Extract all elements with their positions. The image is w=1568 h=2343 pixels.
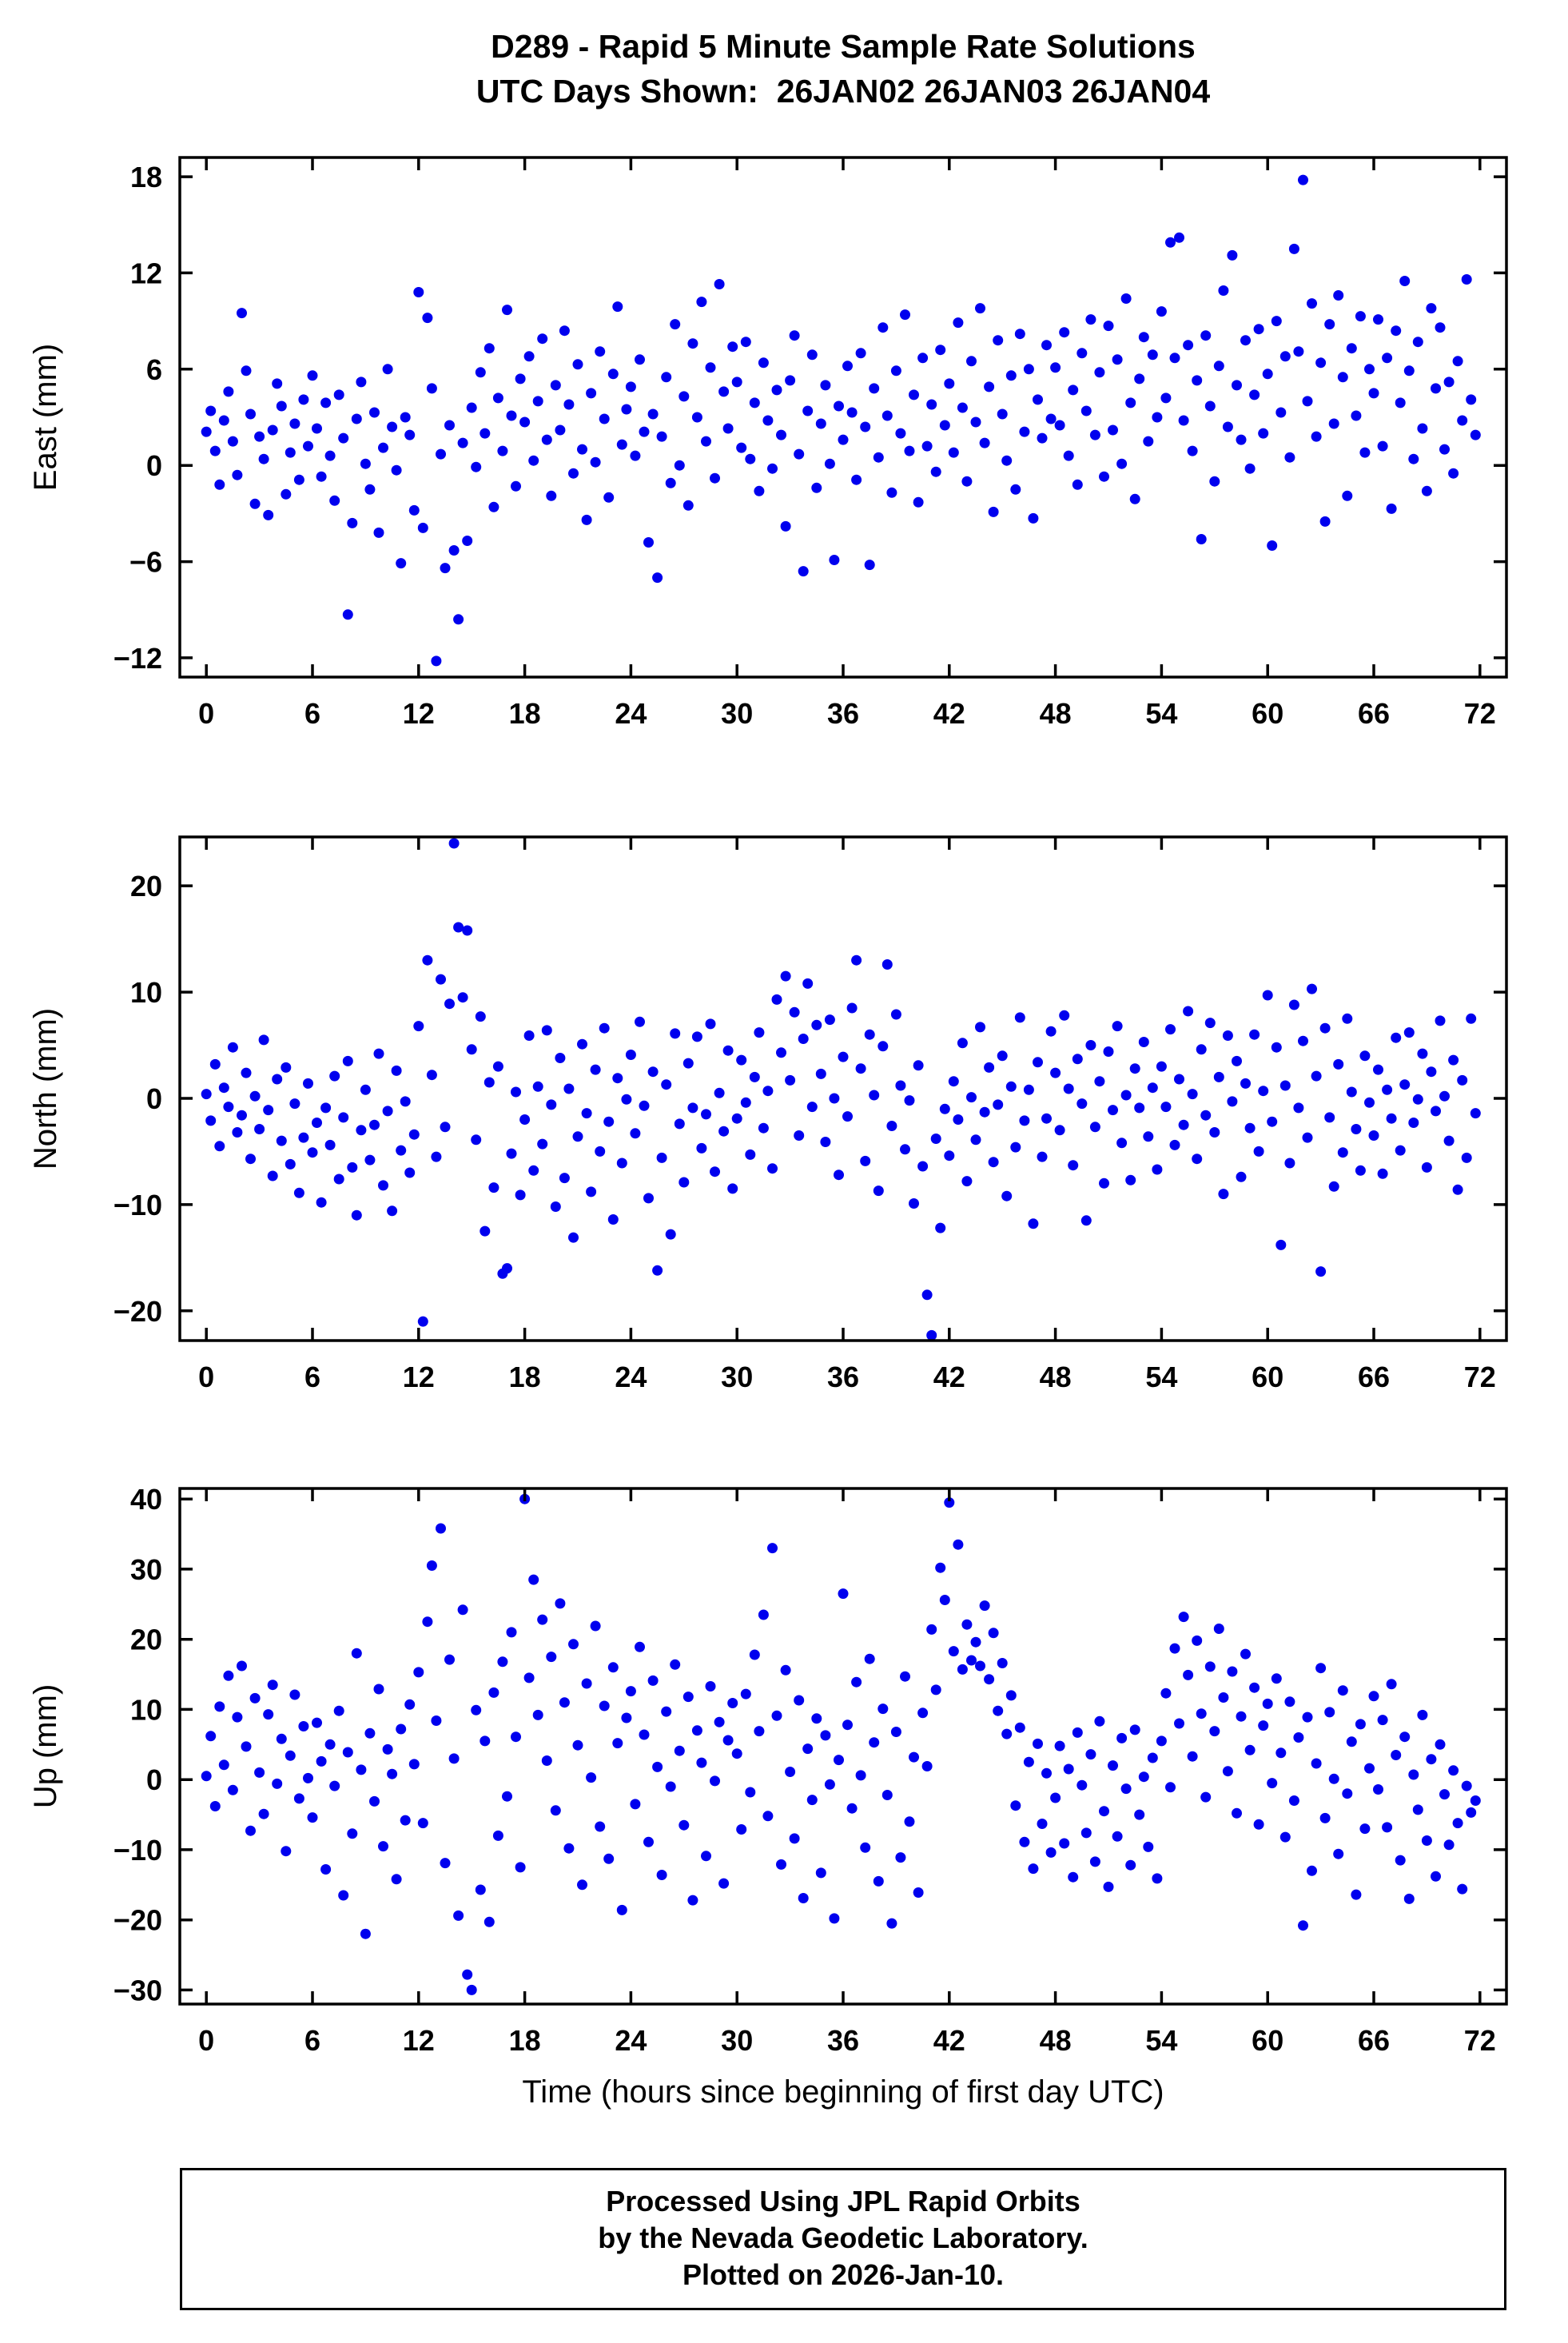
svg-text:42: 42 (933, 1361, 965, 1393)
svg-text:66: 66 (1358, 2024, 1390, 2057)
svg-text:North (mm): North (mm) (28, 1008, 63, 1170)
svg-text:0: 0 (198, 1361, 214, 1393)
svg-text:0: 0 (198, 2024, 214, 2057)
svg-text:18: 18 (509, 2024, 541, 2057)
svg-text:24: 24 (615, 1361, 647, 1393)
svg-text:12: 12 (403, 697, 435, 730)
svg-text:−10: −10 (113, 1189, 162, 1221)
svg-text:−20: −20 (113, 1904, 162, 1937)
svg-text:20: 20 (130, 870, 162, 903)
svg-text:36: 36 (827, 1361, 859, 1393)
svg-text:30: 30 (721, 1361, 753, 1393)
svg-text:Up (mm): Up (mm) (28, 1684, 63, 1809)
svg-text:18: 18 (509, 697, 541, 730)
svg-text:66: 66 (1358, 697, 1390, 730)
chart-title: D289 - Rapid 5 Minute Sample Rate Soluti… (180, 0, 1506, 114)
svg-text:18: 18 (130, 161, 162, 193)
svg-text:6: 6 (304, 697, 320, 730)
svg-text:36: 36 (827, 697, 859, 730)
svg-text:−12: −12 (113, 642, 162, 675)
footer-line-3: Plotted on 2026-Jan-10. (682, 2258, 1005, 2291)
svg-text:East (mm): East (mm) (28, 344, 63, 491)
svg-text:10: 10 (130, 976, 162, 1009)
footer-line-2: by the Nevada Geodetic Laboratory. (598, 2221, 1088, 2254)
svg-text:−6: −6 (129, 546, 162, 579)
x-axis-label: Time (hours since beginning of first day… (522, 2074, 1164, 2110)
svg-text:30: 30 (721, 697, 753, 730)
svg-text:42: 42 (933, 697, 965, 730)
svg-text:−10: −10 (113, 1834, 162, 1867)
svg-text:42: 42 (933, 2024, 965, 2057)
title-line-2: UTC Days Shown: 26JAN02 26JAN03 26JAN04 (476, 73, 1211, 110)
svg-text:0: 0 (146, 1082, 162, 1115)
svg-text:48: 48 (1040, 1361, 1072, 1393)
svg-text:18: 18 (509, 1361, 541, 1393)
svg-text:54: 54 (1145, 1361, 1177, 1393)
svg-text:48: 48 (1040, 697, 1072, 730)
svg-text:0: 0 (146, 1763, 162, 1796)
svg-text:10: 10 (130, 1693, 162, 1726)
footer-box: Processed Using JPL Rapid Orbits by the … (180, 2168, 1506, 2310)
svg-text:6: 6 (146, 353, 162, 386)
svg-text:12: 12 (403, 2024, 435, 2057)
title-line-1: D289 - Rapid 5 Minute Sample Rate Soluti… (491, 28, 1196, 65)
svg-text:−30: −30 (113, 1974, 162, 2006)
svg-text:48: 48 (1040, 2024, 1072, 2057)
svg-text:0: 0 (198, 697, 214, 730)
svg-text:20: 20 (130, 1624, 162, 1656)
svg-text:12: 12 (130, 257, 162, 289)
svg-text:24: 24 (615, 697, 647, 730)
svg-text:30: 30 (130, 1553, 162, 1586)
svg-text:66: 66 (1358, 1361, 1390, 1393)
up-plot: 0 6 12 18 24 30 36 42 48 54 60 66 72 −30 −20 −10 0 10 20 30… (28, 1483, 1508, 2057)
footer-line-1: Processed Using JPL Rapid Orbits (606, 2185, 1080, 2217)
svg-text:54: 54 (1145, 2024, 1177, 2057)
svg-text:6: 6 (304, 2024, 320, 2057)
svg-text:40: 40 (130, 1483, 162, 1516)
svg-text:−20: −20 (113, 1295, 162, 1328)
svg-text:12: 12 (403, 1361, 435, 1393)
svg-text:36: 36 (827, 2024, 859, 2057)
svg-text:24: 24 (615, 2024, 647, 2057)
svg-text:72: 72 (1464, 2024, 1496, 2057)
svg-text:54: 54 (1145, 697, 1177, 730)
svg-text:60: 60 (1252, 697, 1283, 730)
svg-text:72: 72 (1464, 1361, 1496, 1393)
svg-text:0: 0 (146, 449, 162, 482)
svg-text:6: 6 (304, 1361, 320, 1393)
svg-text:30: 30 (721, 2024, 753, 2057)
east-plot: 0 6 12 18 24 30 36 42 48 54 60 66 72 −12 −6 0 6 12 18 East … (28, 156, 1508, 730)
north-plot: 0 6 12 18 24 30 36 42 48 54 60 66 72 −20 −10 0 10 20 North… (28, 835, 1508, 1393)
svg-text:72: 72 (1464, 697, 1496, 730)
svg-text:60: 60 (1252, 1361, 1283, 1393)
svg-text:60: 60 (1252, 2024, 1283, 2057)
